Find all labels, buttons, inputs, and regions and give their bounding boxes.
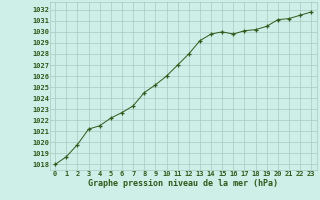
X-axis label: Graphe pression niveau de la mer (hPa): Graphe pression niveau de la mer (hPa)	[88, 179, 278, 188]
